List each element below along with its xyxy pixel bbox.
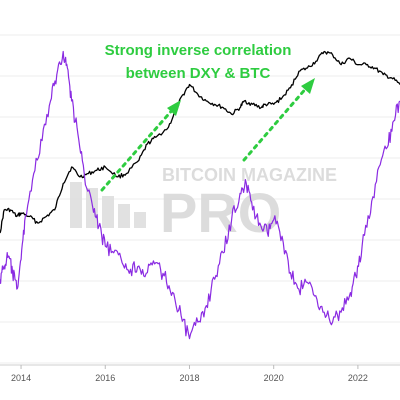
arrow-2016-2018 (100, 106, 176, 192)
btc-line (0, 50, 400, 340)
annotation-line-2: between DXY & BTC (126, 65, 271, 82)
watermark-logo-icon (70, 182, 146, 228)
x-tick-label: 2018 (179, 373, 199, 383)
grid-lines (0, 34, 400, 366)
annotation-line-1: Strong inverse correlation (105, 42, 292, 59)
x-tick-label: 2016 (95, 373, 115, 383)
watermark-pro: PRO (160, 181, 281, 244)
x-tick-label: 2022 (348, 373, 368, 383)
watermark-brand: BITCOIN MAGAZINE (162, 165, 337, 185)
arrow-2020-2021 (242, 84, 310, 162)
watermark: BITCOIN MAGAZINE PRO (70, 165, 337, 244)
x-axis-ticks: 2014 2016 2018 2020 2022 (11, 365, 368, 383)
x-tick-label: 2020 (264, 373, 284, 383)
arrow-head-icon (301, 78, 315, 94)
annotation-arrows (100, 78, 315, 192)
series-lines (0, 50, 400, 340)
dxy-line (0, 50, 400, 234)
x-tick-label: 2014 (11, 373, 31, 383)
arrow-head-icon (167, 100, 181, 116)
